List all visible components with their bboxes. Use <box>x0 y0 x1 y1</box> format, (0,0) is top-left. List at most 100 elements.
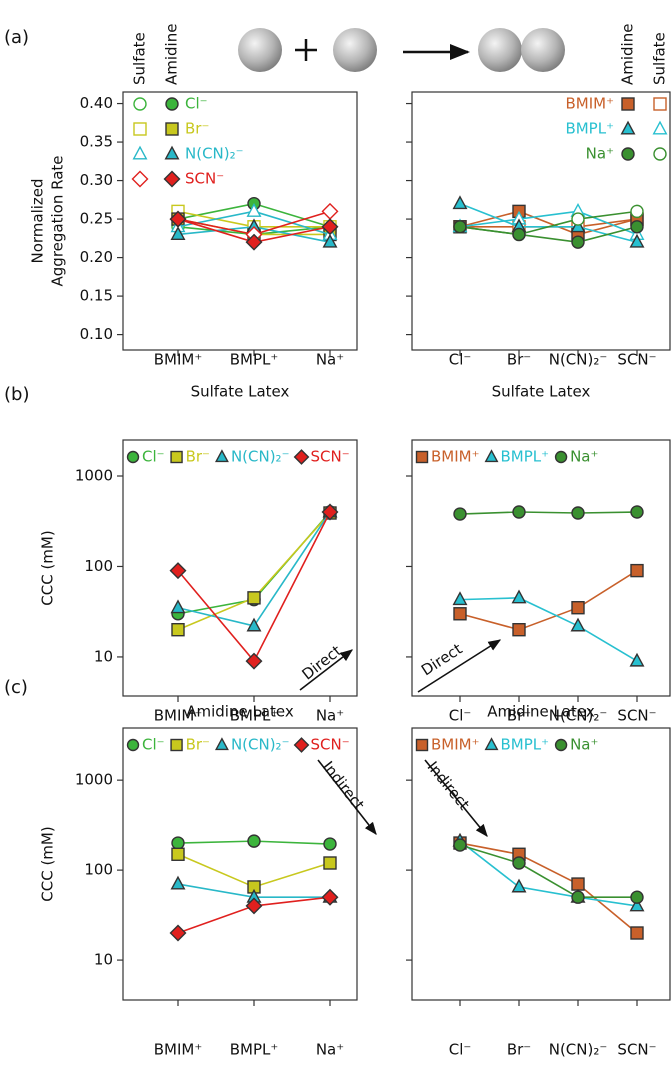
legend-label: SCN⁻ <box>185 170 224 188</box>
latex-header: Sulfate <box>131 32 149 85</box>
data-marker <box>453 220 467 234</box>
y-tick-label: 0.15 <box>80 287 113 305</box>
legend-marker <box>164 145 180 160</box>
data-marker <box>245 652 263 670</box>
data-marker <box>323 856 337 870</box>
legend-marker <box>214 737 229 751</box>
data-marker <box>169 210 187 228</box>
legend-marker <box>652 120 668 135</box>
legend-marker <box>214 449 229 463</box>
panel-label: (a) <box>4 27 29 48</box>
data-marker <box>571 506 585 520</box>
x-tick-label: BMPL⁺ <box>230 351 279 369</box>
legend-marker <box>170 450 183 464</box>
open-marker <box>630 204 644 219</box>
data-marker <box>321 503 339 521</box>
series-line <box>459 840 638 907</box>
x-tick-label: Br⁻ <box>507 351 531 369</box>
chart-title: Sulfate Latex <box>191 383 290 401</box>
y-axis-label: CCC (mM) <box>39 826 57 901</box>
legend-marker <box>293 449 310 465</box>
data-marker <box>511 589 527 604</box>
trend-arrow <box>424 759 488 837</box>
data-marker <box>629 897 645 912</box>
series-line <box>177 511 331 663</box>
data-marker <box>630 220 644 234</box>
legend-label: Na⁺ <box>570 448 598 466</box>
legend-label: N(CN)₂⁻ <box>231 736 290 754</box>
x-tick-label: Cl⁻ <box>449 1041 472 1059</box>
annotation: Direct <box>418 640 466 680</box>
legend-label: BMIM⁺ <box>565 95 614 113</box>
data-marker <box>247 591 261 605</box>
x-tick-label: BMIM⁺ <box>154 707 203 725</box>
x-tick-label: BMPL⁺ <box>230 707 279 725</box>
y-tick-label: 0.25 <box>80 210 113 228</box>
x-tick-label: N(CN)₂⁻ <box>549 1041 608 1059</box>
legend-marker <box>126 450 140 464</box>
x-tick-label: N(CN)₂⁻ <box>549 707 608 725</box>
y-tick-label: 0.40 <box>80 94 113 112</box>
data-marker <box>170 599 186 614</box>
series-line <box>459 210 638 236</box>
y-tick-label: 10 <box>94 951 113 969</box>
x-tick-label: BMPL⁺ <box>230 1041 279 1059</box>
y-tick-label: 1000 <box>75 771 113 789</box>
axes-frame <box>122 727 358 1001</box>
annotation: Direct <box>298 642 345 684</box>
legend-marker <box>293 737 310 753</box>
legend-marker <box>484 449 499 463</box>
legend-marker <box>554 738 568 752</box>
legend-marker <box>133 122 147 136</box>
legend-marker <box>653 97 667 111</box>
y-tick-label: 0.30 <box>80 171 113 189</box>
data-marker <box>453 507 467 521</box>
series-line <box>459 569 638 631</box>
data-marker <box>512 856 526 870</box>
legend-marker <box>126 738 140 752</box>
legend-marker <box>133 97 147 111</box>
data-marker <box>245 233 263 251</box>
data-marker <box>571 877 585 891</box>
data-marker <box>512 227 526 242</box>
legend-marker <box>165 97 179 111</box>
legend-label: Cl⁻ <box>185 95 208 113</box>
x-tick-label: BMIM⁺ <box>154 1041 203 1059</box>
y-axis-label: Aggregation Rate <box>49 156 67 287</box>
legend-label: BMPL⁺ <box>565 120 614 138</box>
data-marker <box>246 617 262 632</box>
data-marker <box>169 924 187 942</box>
series-line <box>177 512 331 631</box>
axes-frame <box>411 439 671 697</box>
legend-marker <box>554 450 568 464</box>
series-line <box>459 511 638 515</box>
data-marker <box>453 838 467 852</box>
data-marker <box>170 875 186 890</box>
data-marker <box>512 505 526 519</box>
x-tick-label: SCN⁻ <box>617 707 656 725</box>
data-marker <box>629 652 645 667</box>
x-tick-label: SCN⁻ <box>617 351 656 369</box>
y-tick-label: 0.35 <box>80 133 113 151</box>
data-marker <box>322 233 338 248</box>
legend-label: Br⁻ <box>185 120 209 138</box>
data-marker <box>571 890 585 904</box>
legend-label: Cl⁻ <box>142 448 165 466</box>
data-marker <box>512 623 526 637</box>
open-marker <box>246 202 262 217</box>
trend-arrow <box>299 649 354 691</box>
chart-title: Sulfate Latex <box>492 383 591 401</box>
particle <box>478 28 522 72</box>
y-tick-label: 100 <box>84 861 113 879</box>
legend-label: BMIM⁺ <box>431 736 480 754</box>
axes-frame <box>411 91 671 351</box>
series-line <box>459 210 638 236</box>
x-tick-label: Na⁺ <box>316 1041 344 1059</box>
axes-frame <box>411 727 671 1001</box>
legend-label: Cl⁻ <box>142 736 165 754</box>
data-marker <box>452 591 468 606</box>
x-tick-label: Na⁺ <box>316 707 344 725</box>
legend-label: Br⁻ <box>186 448 210 466</box>
legend-marker <box>132 145 148 160</box>
